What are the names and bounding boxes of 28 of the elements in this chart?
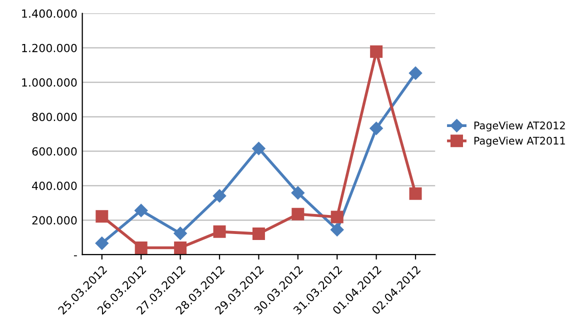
point bbox=[134, 204, 148, 218]
point bbox=[370, 45, 383, 58]
point bbox=[292, 208, 304, 220]
point bbox=[95, 236, 109, 250]
point bbox=[174, 226, 187, 240]
point bbox=[370, 122, 383, 135]
y-tick-label: 1.000.000 bbox=[22, 78, 77, 87]
point bbox=[291, 186, 305, 200]
point bbox=[174, 241, 187, 254]
y-tick-label: 1.400.000 bbox=[22, 9, 77, 18]
point bbox=[330, 210, 344, 224]
point bbox=[252, 142, 266, 156]
y-tick-label: 800.000 bbox=[32, 112, 77, 122]
legend-label: PageView AT2012 bbox=[474, 121, 565, 132]
point bbox=[213, 225, 226, 238]
point bbox=[134, 241, 148, 254]
point bbox=[252, 228, 265, 240]
y-tick-label: 400.000 bbox=[32, 182, 77, 190]
y-tick-label: 600.000 bbox=[32, 147, 77, 156]
point bbox=[96, 210, 108, 223]
point bbox=[409, 187, 422, 200]
y-tick-label: 200.000 bbox=[32, 216, 77, 225]
point bbox=[212, 189, 226, 202]
legend-label: PageView AT2011 bbox=[474, 136, 565, 147]
point bbox=[408, 66, 422, 80]
y-tick-label: - bbox=[74, 255, 77, 256]
y-tick-label: 1.200.000 bbox=[22, 44, 77, 52]
point bbox=[330, 223, 344, 236]
